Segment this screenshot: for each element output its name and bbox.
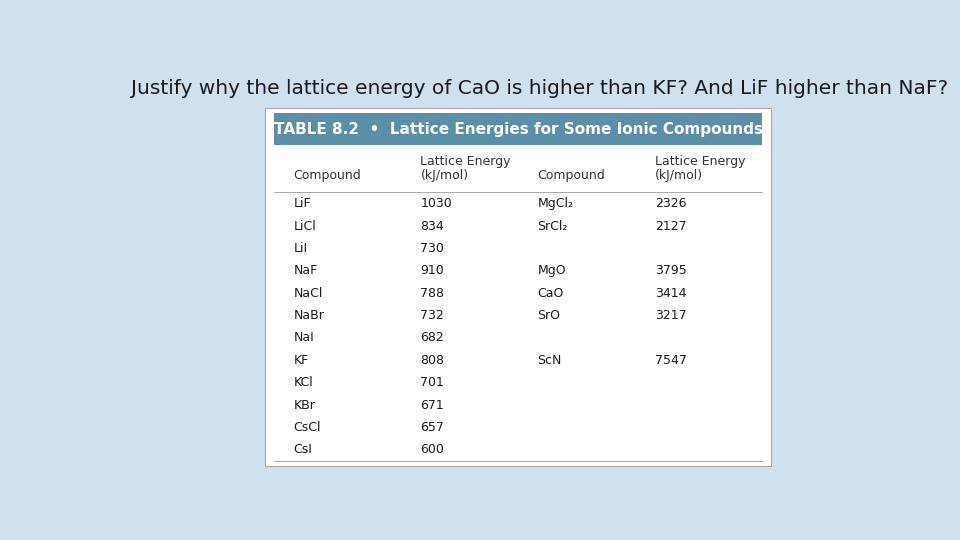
Text: 701: 701 (420, 376, 444, 389)
Text: (kJ/mol): (kJ/mol) (420, 169, 468, 182)
Text: 657: 657 (420, 421, 444, 434)
Text: Compound: Compound (538, 169, 606, 182)
Text: MgCl₂: MgCl₂ (538, 197, 573, 210)
Text: NaI: NaI (294, 332, 314, 345)
Text: 730: 730 (420, 242, 444, 255)
Text: 788: 788 (420, 287, 444, 300)
Text: 600: 600 (420, 443, 444, 456)
Text: 834: 834 (420, 220, 444, 233)
FancyBboxPatch shape (265, 109, 771, 466)
Text: LiI: LiI (294, 242, 307, 255)
Text: 808: 808 (420, 354, 444, 367)
Text: SrO: SrO (538, 309, 561, 322)
Text: TABLE 8.2  •  Lattice Energies for Some Ionic Compounds: TABLE 8.2 • Lattice Energies for Some Io… (274, 122, 762, 137)
Text: 3414: 3414 (655, 287, 686, 300)
Text: 1030: 1030 (420, 197, 452, 210)
Text: ScN: ScN (538, 354, 562, 367)
Text: KCl: KCl (294, 376, 313, 389)
Text: 732: 732 (420, 309, 444, 322)
Text: 910: 910 (420, 264, 444, 278)
Text: 2127: 2127 (655, 220, 686, 233)
Text: 2326: 2326 (655, 197, 686, 210)
Text: 3217: 3217 (655, 309, 686, 322)
Text: Justify why the lattice energy of CaO is higher than KF? And LiF higher than NaF: Justify why the lattice energy of CaO is… (132, 79, 948, 98)
Text: CsCl: CsCl (294, 421, 321, 434)
Text: MgO: MgO (538, 264, 566, 278)
Text: 682: 682 (420, 332, 444, 345)
FancyBboxPatch shape (274, 113, 762, 145)
Text: SrCl₂: SrCl₂ (538, 220, 568, 233)
Text: Lattice Energy: Lattice Energy (655, 155, 745, 168)
Text: NaF: NaF (294, 264, 318, 278)
Text: NaCl: NaCl (294, 287, 323, 300)
Text: 3795: 3795 (655, 264, 686, 278)
Text: 671: 671 (420, 399, 444, 411)
Text: LiCl: LiCl (294, 220, 316, 233)
Text: KF: KF (294, 354, 309, 367)
Text: Compound: Compound (294, 169, 361, 182)
Text: Lattice Energy: Lattice Energy (420, 155, 511, 168)
Text: LiF: LiF (294, 197, 311, 210)
Text: KBr: KBr (294, 399, 316, 411)
Text: CaO: CaO (538, 287, 564, 300)
Text: 7547: 7547 (655, 354, 686, 367)
Text: NaBr: NaBr (294, 309, 324, 322)
Text: CsI: CsI (294, 443, 312, 456)
Text: (kJ/mol): (kJ/mol) (655, 169, 703, 182)
